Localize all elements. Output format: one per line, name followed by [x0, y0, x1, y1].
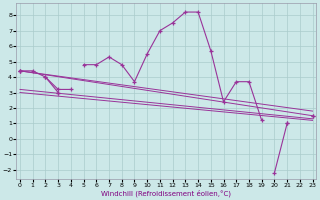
- X-axis label: Windchill (Refroidissement éolien,°C): Windchill (Refroidissement éolien,°C): [101, 190, 231, 197]
